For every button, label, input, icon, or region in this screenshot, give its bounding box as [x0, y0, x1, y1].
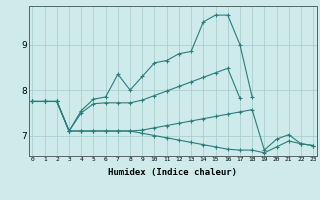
X-axis label: Humidex (Indice chaleur): Humidex (Indice chaleur) — [108, 168, 237, 177]
